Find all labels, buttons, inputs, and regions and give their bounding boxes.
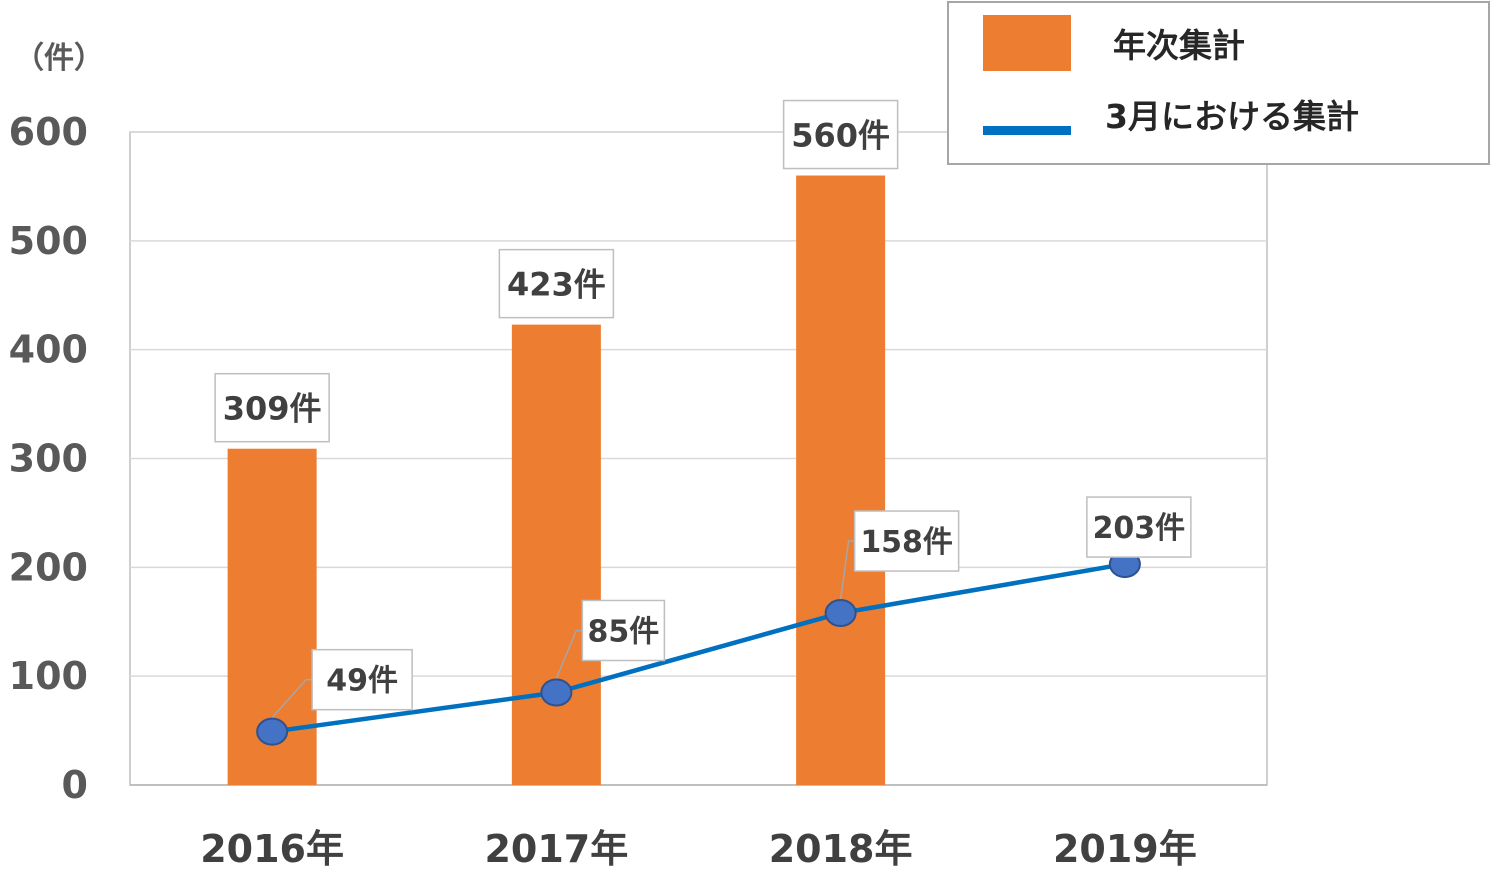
gridlines — [130, 131, 1267, 786]
line-data-label: 203件 — [1093, 511, 1186, 546]
bar-data-label: 423件 — [507, 266, 606, 304]
legend-label-line: 3月における集計 — [1105, 97, 1359, 136]
bar — [511, 324, 601, 785]
leader-line — [271, 678, 313, 719]
x-tick-label: 2017年 — [484, 827, 628, 871]
y-tick-label: 0 — [62, 763, 88, 807]
leader-line — [839, 540, 855, 600]
x-axis-ticks: 2016年 2017年 2018年 2019年 — [200, 827, 1197, 871]
bar-data-label-box — [498, 248, 615, 319]
bar-data-label-box — [214, 372, 330, 443]
bar-data-label: 309件 — [223, 390, 322, 428]
line-data-label-box — [311, 648, 413, 711]
line-data-label: 158件 — [860, 525, 953, 560]
bar-data-label: 560件 — [791, 117, 890, 155]
series-line — [271, 561, 1126, 734]
bar — [796, 175, 886, 786]
leader-line — [555, 629, 583, 679]
legend-swatch-bar — [983, 15, 1071, 71]
line-series — [256, 550, 1141, 746]
line-marker — [540, 678, 573, 707]
y-tick-label: 100 — [9, 654, 88, 698]
x-tick-label: 2018年 — [769, 827, 913, 871]
data-labels: 309件 423件 560件 49件 85件 158件 203件 — [214, 99, 1192, 711]
line-data-label-box — [1086, 496, 1192, 558]
line-marker — [824, 599, 857, 628]
y-tick-label: 200 — [9, 545, 88, 589]
y-tick-label: 400 — [9, 328, 88, 372]
y-axis-unit-label: （件） — [14, 41, 104, 76]
legend: 年次集計 3月における集計 — [947, 1, 1490, 165]
legend-label-bar: 年次集計 — [1113, 26, 1245, 65]
line-data-label-box — [853, 510, 960, 572]
y-axis-ticks: 0 100 200 300 400 500 600 — [9, 110, 88, 807]
line-data-label: 49件 — [326, 664, 398, 699]
y-tick-label: 600 — [9, 110, 88, 154]
line-data-label-box — [581, 599, 666, 662]
legend-swatch-line — [983, 126, 1071, 135]
x-tick-label: 2016年 — [200, 827, 344, 871]
line-marker — [256, 717, 289, 746]
line-data-label: 85件 — [588, 614, 660, 649]
bar-data-label-box — [782, 99, 899, 170]
x-tick-label: 2019年 — [1053, 827, 1197, 871]
y-tick-label: 300 — [9, 437, 88, 481]
y-tick-label: 500 — [9, 219, 88, 263]
